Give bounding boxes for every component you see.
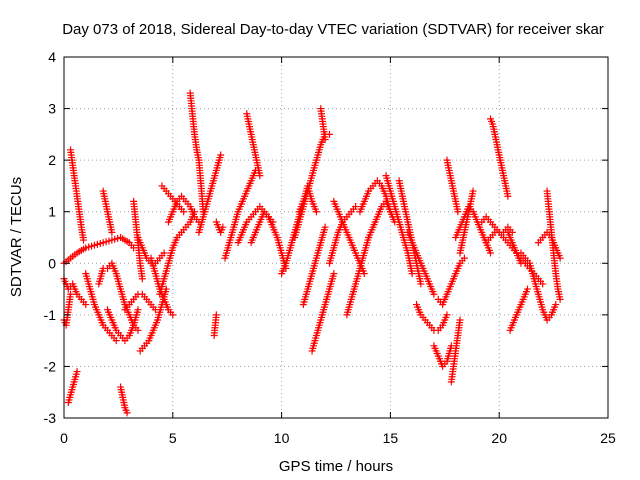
data-point: [67, 290, 75, 298]
data-point: [523, 285, 531, 293]
x-tick-label: 5: [169, 430, 177, 446]
y-tick-label: 3: [48, 101, 56, 117]
data-point: [454, 208, 462, 216]
x-tick-label: 0: [60, 430, 68, 446]
data-point: [256, 172, 264, 180]
data-point: [486, 249, 494, 257]
y-axis-ticks: -3 -2 -1 0 1 2 3 4: [44, 49, 608, 426]
y-tick-label: -3: [44, 410, 57, 426]
data-point: [408, 270, 416, 278]
plot-frame: [63, 56, 609, 419]
data-point: [330, 270, 338, 278]
y-tick-label: -2: [44, 358, 57, 374]
data-point: [469, 187, 477, 195]
data-point: [417, 280, 425, 288]
data-point: [456, 316, 464, 324]
data-point: [321, 136, 329, 144]
data-points: [60, 89, 564, 417]
data-point: [112, 337, 120, 345]
data-point: [552, 301, 560, 309]
y-tick-label: 2: [48, 152, 56, 168]
x-axis-label: GPS time / hours: [279, 458, 393, 475]
y-axis-label: SDTVAR / TECUs: [8, 177, 25, 297]
data-point: [504, 192, 512, 200]
data-point: [160, 249, 168, 257]
data-point: [180, 208, 188, 216]
data-point: [219, 223, 227, 231]
data-point: [539, 280, 547, 288]
data-point: [460, 254, 468, 262]
data-point: [169, 311, 177, 319]
data-point: [73, 368, 81, 376]
data-point: [138, 275, 146, 283]
data-point: [134, 326, 142, 334]
x-tick-label: 25: [600, 430, 616, 446]
data-point: [123, 409, 131, 417]
x-tick-label: 20: [491, 430, 507, 446]
y-tick-label: -1: [44, 307, 57, 323]
data-point: [134, 306, 142, 314]
data-point: [430, 290, 438, 298]
data-point: [82, 301, 90, 309]
data-point: [217, 151, 225, 159]
y-tick-label: 0: [48, 255, 56, 271]
data-point: [80, 236, 88, 244]
y-tick-label: 4: [48, 49, 56, 65]
data-point: [352, 203, 360, 211]
x-axis-ticks: 0 5 10 15 20 25: [60, 57, 616, 446]
data-point: [556, 254, 564, 262]
data-point: [108, 228, 116, 236]
x-tick-label: 10: [274, 430, 290, 446]
x-tick-label: 15: [383, 430, 399, 446]
y-tick-label: 1: [48, 204, 56, 220]
data-point: [312, 208, 320, 216]
data-point: [321, 223, 329, 231]
data-point: [443, 311, 451, 319]
chart-title: Day 073 of 2018, Sidereal Day-to-day VTE…: [62, 21, 604, 38]
data-point: [556, 295, 564, 303]
data-point: [212, 311, 220, 319]
